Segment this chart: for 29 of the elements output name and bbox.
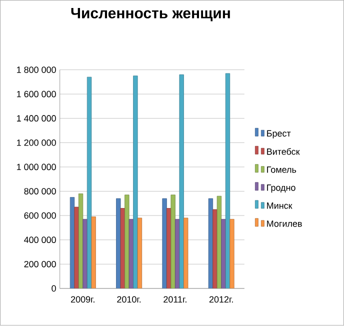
- bar: [230, 219, 234, 289]
- x-tick-label: 2012г.: [209, 296, 233, 303]
- y-tick-label: 0: [52, 285, 56, 292]
- x-tick-label: 2009г.: [71, 296, 94, 303]
- y-tick-label: 1 800 000: [17, 66, 56, 74]
- legend-label: Могилев: [267, 220, 302, 228]
- legend-label: Гродно: [267, 184, 296, 193]
- bar: [162, 198, 167, 289]
- y-tick-label: 400 000: [24, 236, 56, 244]
- chart-title: Численность женщин: [71, 8, 230, 22]
- bar: [82, 219, 88, 289]
- y-tick-label: 1 200 000: [17, 140, 56, 146]
- bar: [212, 209, 218, 289]
- x-tick-label: 2010г.: [117, 296, 141, 303]
- legend-label: Брест: [267, 130, 291, 139]
- legend-label: Минск: [267, 202, 292, 210]
- y-tick-label: 1 400 000: [17, 115, 56, 122]
- bar: [91, 216, 96, 289]
- legend-label: Гомель: [267, 166, 296, 174]
- y-tick-label: 1 000 000: [17, 164, 56, 170]
- y-tick-label: 600 000: [24, 212, 56, 219]
- legend-label: Витебск: [267, 148, 300, 156]
- x-tick-label: 2011г.: [164, 296, 186, 303]
- bar: [221, 219, 226, 289]
- y-tick-label: 800 000: [24, 188, 56, 195]
- y-tick-label: 1 600 000: [17, 91, 56, 98]
- bar: [184, 218, 188, 289]
- bar: [137, 218, 142, 289]
- y-tick-label: 200 000: [24, 261, 56, 268]
